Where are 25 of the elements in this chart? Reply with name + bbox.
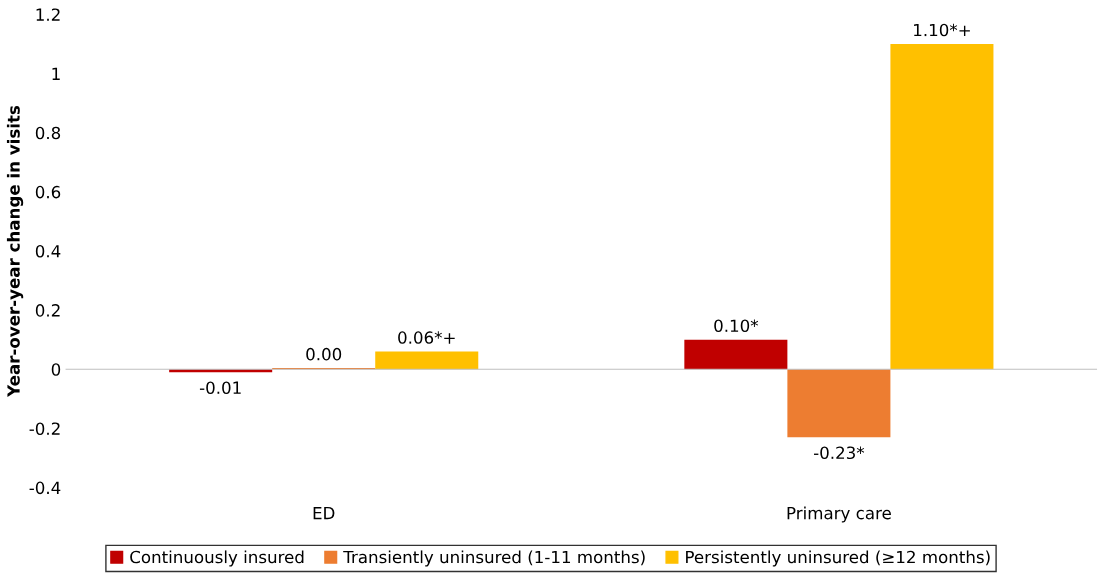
- legend-label: Persistently uninsured (≥12 months): [686, 550, 990, 567]
- bar: [787, 369, 891, 438]
- y-tick-label: 0: [51, 363, 61, 376]
- data-label: 1.10*+: [914, 23, 970, 37]
- x-tick-label: ED: [313, 507, 335, 520]
- legend-label: Transiently uninsured (1-11 months): [343, 550, 645, 567]
- y-tick-label: -0.4: [29, 481, 61, 495]
- y-axis-title: Year-over-year change in visits: [6, 105, 24, 398]
- x-tick-label: Primary care: [787, 506, 891, 523]
- data-label: -0.01: [199, 381, 241, 395]
- y-tick-label: 0.6: [35, 185, 61, 199]
- legend-label: Continuously insured: [130, 550, 304, 567]
- y-tick-label: 0.4: [35, 244, 61, 258]
- bar: [684, 339, 788, 370]
- data-label: -0.23*: [813, 446, 865, 460]
- bar: [375, 351, 479, 370]
- data-label: 0.10*: [714, 319, 759, 333]
- y-tick-label: 1.2: [36, 8, 60, 21]
- data-label: 0.00: [306, 347, 342, 361]
- bar: [890, 44, 994, 370]
- y-tick-label: 0.8: [35, 126, 61, 140]
- y-tick-label: 0.2: [35, 304, 60, 317]
- y-tick-label: 1: [52, 67, 60, 80]
- y-tick-label: -0.2: [29, 422, 60, 435]
- data-label: 0.06*+: [398, 331, 455, 344]
